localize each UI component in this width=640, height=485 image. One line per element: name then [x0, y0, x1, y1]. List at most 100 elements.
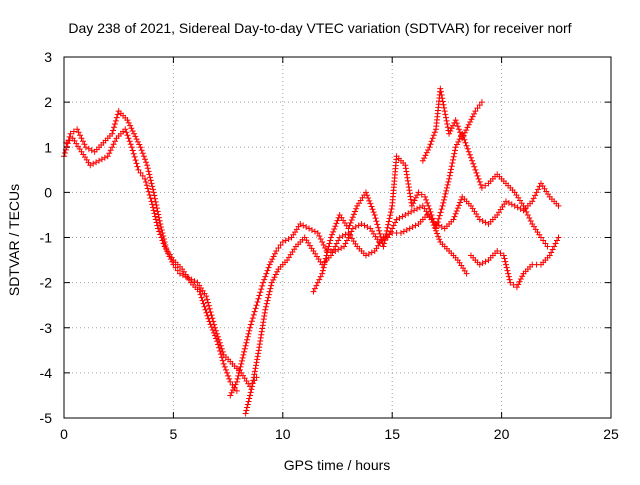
data-point	[174, 267, 181, 274]
data-point	[141, 175, 148, 182]
data-point	[107, 147, 114, 154]
data-point	[456, 136, 463, 143]
data-point	[514, 204, 521, 211]
data-point	[151, 192, 158, 199]
y-tick-label: 0	[44, 184, 52, 200]
data-point	[402, 162, 409, 169]
data-point	[445, 178, 452, 185]
data-point	[246, 392, 253, 399]
data-point	[494, 248, 501, 255]
data-point	[444, 121, 451, 128]
data-point	[160, 240, 167, 247]
data-point	[365, 251, 372, 258]
data-point	[243, 407, 250, 414]
data-point	[262, 306, 269, 313]
data-point	[437, 209, 444, 216]
data-point	[448, 163, 455, 170]
data-point	[504, 267, 511, 274]
data-point	[146, 171, 153, 178]
data-point	[202, 306, 209, 313]
data-point	[249, 380, 256, 387]
x-tick-label: 5	[170, 426, 178, 442]
data-point	[260, 319, 267, 326]
data-point	[257, 337, 264, 344]
data-point	[402, 211, 409, 218]
data-point	[257, 289, 264, 296]
data-point	[221, 363, 228, 370]
data-point	[237, 363, 244, 370]
data-point	[373, 218, 380, 225]
data-point	[331, 226, 338, 233]
data-point	[552, 240, 559, 247]
data-point	[409, 223, 416, 230]
data-point	[316, 232, 323, 239]
data-point	[128, 125, 135, 132]
data-point	[210, 329, 217, 336]
data-point	[464, 145, 471, 152]
data-point	[215, 341, 222, 348]
data-point	[416, 204, 423, 211]
data-point	[144, 185, 151, 192]
data-point	[482, 182, 489, 189]
data-point	[406, 225, 413, 232]
data-point	[459, 135, 466, 142]
data-point	[262, 273, 269, 280]
data-point	[403, 168, 410, 175]
data-point	[227, 392, 234, 399]
data-point	[203, 309, 210, 316]
data-point	[457, 129, 464, 136]
data-point	[154, 208, 161, 215]
data-point	[243, 339, 250, 346]
data-point	[421, 155, 428, 162]
data-point	[341, 243, 348, 250]
data-point	[241, 345, 248, 352]
data-point	[124, 117, 131, 124]
data-point	[533, 189, 540, 196]
data-point	[134, 138, 141, 145]
data-point	[532, 192, 539, 199]
data-point	[435, 233, 442, 240]
data-point	[140, 153, 147, 160]
data-point	[352, 208, 359, 215]
data-point	[147, 177, 154, 184]
data-point	[225, 372, 232, 379]
y-tick-label: 2	[44, 94, 52, 110]
data-point	[407, 193, 414, 200]
data-point	[125, 135, 132, 142]
data-point	[123, 129, 130, 136]
data-point	[106, 150, 113, 157]
data-point	[104, 153, 111, 160]
data-point	[330, 228, 337, 235]
data-point	[265, 294, 272, 301]
data-point	[149, 186, 156, 193]
data-point	[402, 165, 409, 172]
data-point	[511, 202, 518, 209]
data-point	[252, 362, 259, 369]
data-point	[475, 175, 482, 182]
data-point	[232, 381, 239, 388]
data-point	[320, 264, 327, 271]
data-point	[555, 202, 562, 209]
data-point	[325, 243, 332, 250]
data-point	[505, 199, 512, 206]
data-point	[216, 344, 223, 351]
data-point	[443, 117, 450, 124]
data-point	[419, 157, 426, 164]
data-point	[551, 243, 558, 250]
data-point	[388, 206, 395, 213]
data-point	[325, 246, 332, 253]
data-point	[433, 222, 440, 229]
data-point	[133, 136, 140, 143]
data-point	[529, 198, 536, 205]
data-point	[131, 130, 138, 137]
data-point	[343, 237, 350, 244]
data-point	[248, 386, 255, 393]
data-point	[334, 217, 341, 224]
data-point	[246, 395, 253, 402]
data-point	[443, 184, 450, 191]
data-point	[244, 401, 251, 408]
data-point	[205, 315, 212, 322]
data-point	[127, 122, 134, 129]
data-point	[410, 200, 417, 207]
data-point	[463, 127, 470, 134]
